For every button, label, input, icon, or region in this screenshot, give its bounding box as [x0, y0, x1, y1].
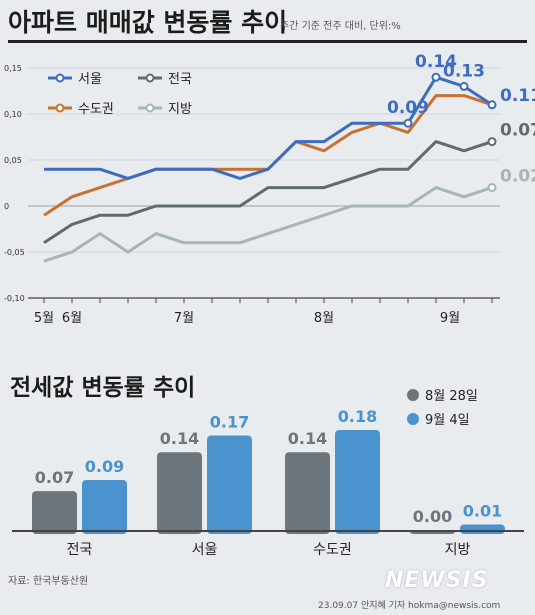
x-month-label: 9월: [440, 311, 460, 326]
byline: 23.09.07 안지혜 기자 hokma@newsis.com: [318, 601, 501, 611]
x-month-label: 8월: [314, 311, 334, 326]
bar-value-label-bar_aug: 0.07: [35, 468, 74, 487]
legend-marker-local: [145, 103, 155, 113]
bar-legend-dot-bar_sep: [407, 413, 419, 425]
data-label-seoul: 0.11: [500, 86, 535, 106]
legend-marker-seoul: [55, 73, 65, 83]
bar-value-label-bar_aug: 0.14: [160, 429, 199, 448]
bar-value-label-bar_sep: 0.01: [463, 501, 502, 520]
data-point-seoul: [459, 81, 469, 91]
bar-value-label-bar_sep: 0.18: [338, 407, 377, 426]
y-tick-label: 0,15: [4, 64, 22, 73]
bar-category-label: 지방: [445, 542, 471, 558]
bar-bar_aug: [285, 452, 330, 534]
bar-legend-dot-bar_aug: [407, 389, 419, 401]
y-tick-label: -0,05: [4, 248, 25, 257]
bar-bar_sep: [335, 430, 380, 534]
data-point-seoul: [431, 72, 441, 82]
data-point-seoul: [487, 100, 497, 110]
y-tick-label: -0,10: [4, 294, 25, 303]
bar-bar_sep: [82, 480, 127, 534]
bar-legend-label-bar_sep: 9월 4일: [425, 413, 470, 428]
data-label-seoul: 0.09: [387, 98, 429, 118]
bar-category-label: 전국: [67, 542, 93, 558]
bar-bar_sep: [207, 435, 252, 534]
bar-value-label-bar_sep: 0.09: [85, 457, 124, 476]
bar-legend-label-bar_aug: 8월 28일: [425, 389, 478, 404]
newsis-logo: NEWSIS: [385, 568, 489, 593]
bar-bar_aug: [32, 491, 77, 534]
data-point-seoul: [403, 118, 413, 128]
x-month-label: 7월: [174, 311, 194, 326]
legend-label-national: 전국: [168, 72, 192, 87]
data-point-local: [487, 183, 497, 193]
y-tick-label: 0,05: [4, 156, 22, 165]
legend-marker-capital: [55, 103, 65, 113]
legend-label-local: 지방: [168, 102, 192, 117]
bar-baseline: [12, 530, 524, 532]
bar-category-label: 서울: [192, 542, 218, 558]
data-label-local: 0.02: [500, 167, 535, 187]
title-underline: [8, 40, 527, 43]
source-note: 자료: 한국부동산원: [8, 576, 89, 587]
bar-value-label-bar_aug: 0.14: [288, 429, 327, 448]
bar-bar_sep: [460, 524, 505, 534]
legend-label-seoul: 서울: [78, 72, 102, 87]
legend-marker-national: [145, 73, 155, 83]
data-label-seoul: 0.13: [443, 61, 485, 81]
line-chart-unit-note: 주간 기준 전주 대비, 단위:%: [280, 21, 401, 32]
line-chart-title: 아파트 매매값 변동률 추이: [8, 8, 288, 37]
data-label-seoul: 0.14: [415, 52, 457, 72]
legend-label-capital: 수도권: [78, 102, 114, 117]
x-month-label: 6월: [62, 311, 82, 326]
x-month-label: 5월: [34, 311, 54, 326]
y-tick-label: 0,10: [4, 110, 22, 119]
y-tick-label: 0: [4, 202, 9, 211]
series-line-local: [43, 186, 493, 263]
data-point-national: [487, 137, 497, 147]
bar-bar_aug: [157, 452, 202, 534]
bar-value-label-bar_sep: 0.17: [210, 413, 249, 432]
bar-value-label-bar_aug: 0.00: [413, 507, 452, 526]
bar-chart-title: 전세값 변동률 추이: [10, 375, 196, 401]
data-label-national: 0.07: [500, 121, 535, 141]
series-line-seoul: [44, 75, 493, 180]
series-line-national: [43, 140, 493, 245]
bar-category-label: 수도권: [313, 542, 352, 558]
